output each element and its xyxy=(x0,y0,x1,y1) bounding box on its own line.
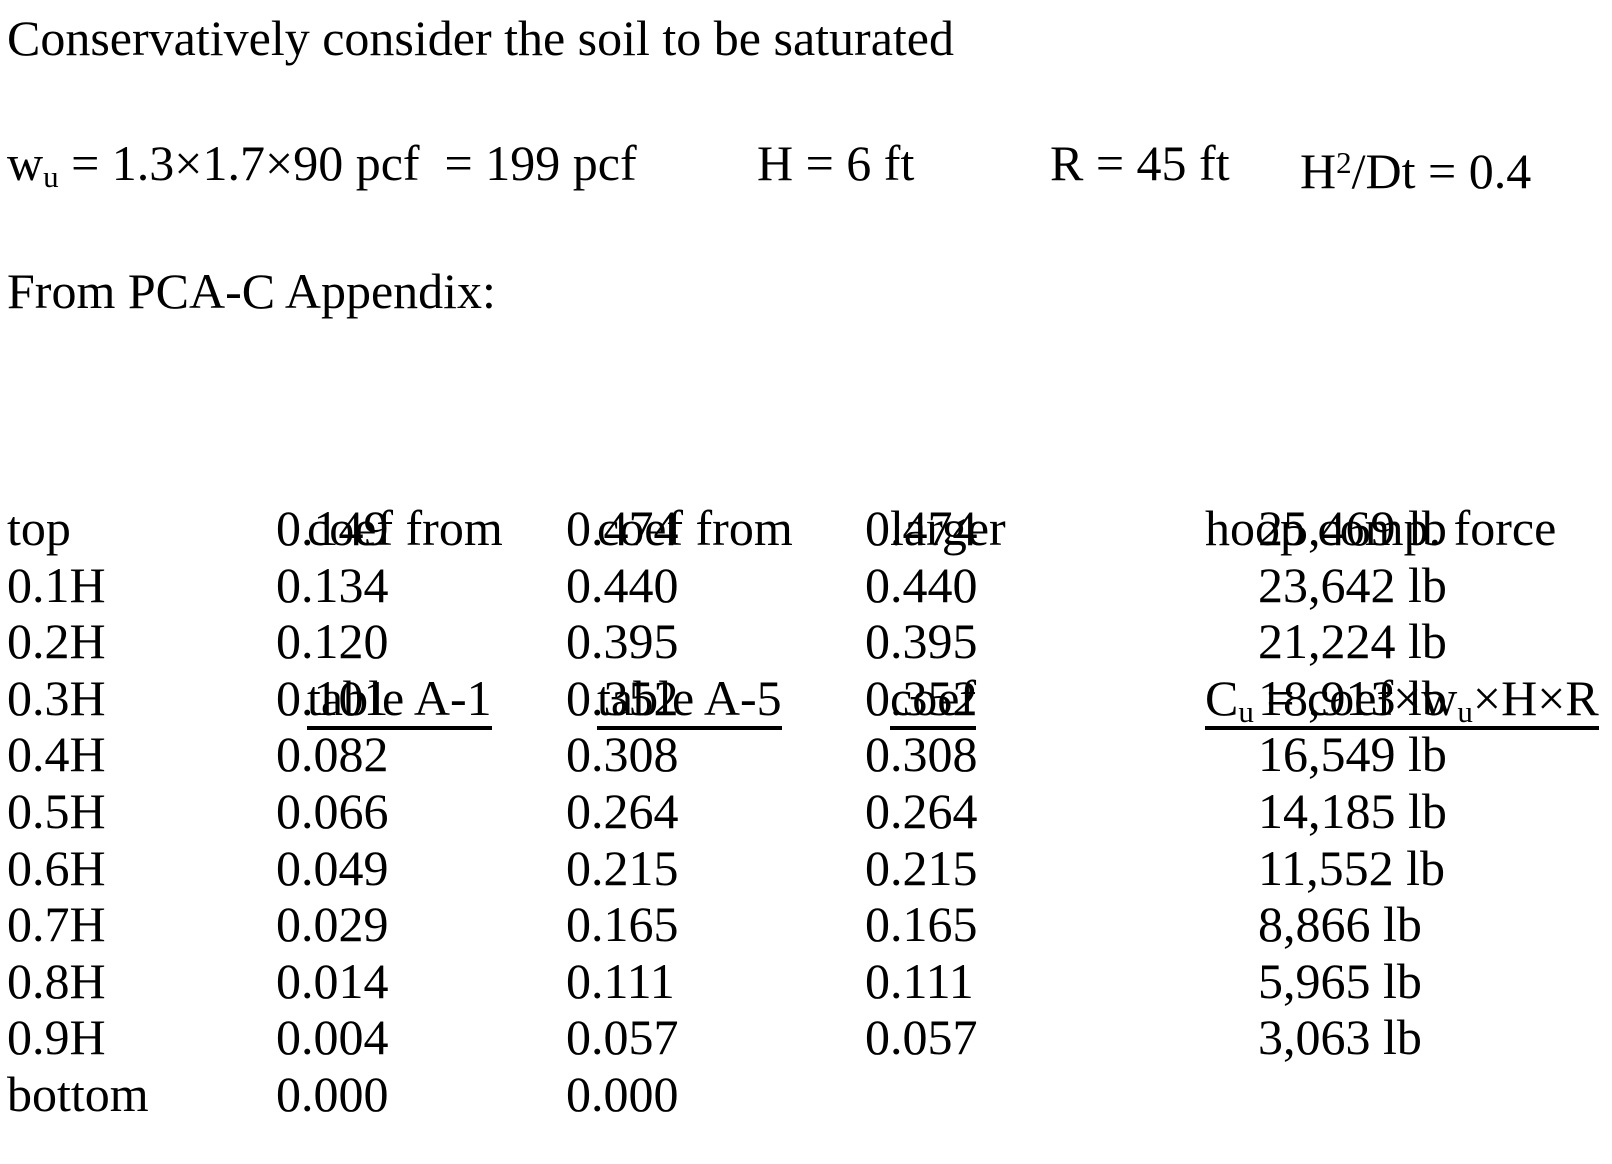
coef-a5-value: 0.264 xyxy=(566,782,679,839)
header-col-table-a1: coef from table A-1 xyxy=(307,387,503,840)
h-value: H = 6 ft xyxy=(757,135,915,191)
header-force-formula: Cu = coef×wu×H×R xyxy=(1205,669,1599,730)
header-a1-line2: table A-1 xyxy=(307,669,492,730)
header-a5-line1: coef from xyxy=(597,500,793,557)
hoop-force-value: 11,552 lb xyxy=(1258,839,1446,896)
hoop-force-value: 25,469 lb xyxy=(1258,500,1447,556)
coef-a1-value: 0.134 xyxy=(276,556,389,613)
hoop-force-value: 8,866 lb xyxy=(1258,896,1422,953)
row-label: 0.3H xyxy=(7,669,106,726)
larger-coef-value: 0.395 xyxy=(865,613,978,670)
row-label: 0.6H xyxy=(7,839,106,896)
formula-tail: ×H×R xyxy=(1472,669,1599,726)
coef-a1-value: 0.149 xyxy=(276,500,389,556)
coef-a5-value: 0.440 xyxy=(566,556,679,613)
hoop-force-value: 18,913 lb xyxy=(1258,669,1447,726)
hoop-force-value: 5,965 lb xyxy=(1258,952,1422,1009)
table-row: 0.2H 0.120 0.395 0.395 21,224 lb xyxy=(0,613,1612,670)
coef-a1-value: 0.101 xyxy=(276,669,389,726)
hoop-force-value: 21,224 lb xyxy=(1258,613,1447,670)
table-row: 0.4H 0.082 0.308 0.308 16,549 lb xyxy=(0,726,1612,783)
larger-coef-value: 0.165 xyxy=(865,896,978,953)
larger-coef-value: 0.440 xyxy=(865,556,978,613)
coef-a1-value: 0.000 xyxy=(276,1065,389,1122)
coef-a5-value: 0.352 xyxy=(566,669,679,726)
larger-coef-value: 0.111 xyxy=(865,952,974,1009)
parameters-line: wu = 1.3×1.7×90 pcf = 199 pcf H = 6 ft R… xyxy=(0,135,1612,199)
larger-coef-value: 0.474 xyxy=(865,500,978,556)
table-row: 0.1H 0.134 0.440 0.440 23,642 lb xyxy=(0,557,1612,614)
coef-a5-value: 0.111 xyxy=(566,952,675,1009)
header-col-hoop-force: hoop comp. force Cu = coef×wu×H×R xyxy=(1205,387,1599,854)
coef-a5-value: 0.474 xyxy=(566,500,679,556)
h-symbol: H xyxy=(1300,142,1337,199)
cu-symbol: C xyxy=(1205,669,1239,726)
wu-equation: wu = 1.3×1.7×90 pcf = 199 pcf xyxy=(7,135,637,205)
coef-a5-value: 0.395 xyxy=(566,613,679,670)
header-larger-line2: coef xyxy=(890,669,977,730)
hoop-force-value: 3,063 lb xyxy=(1258,1009,1422,1066)
r-value: R = 45 ft xyxy=(1050,135,1230,191)
row-label: bottom xyxy=(7,1065,149,1122)
table-row: 0.6H 0.049 0.215 0.215 11,552 lb xyxy=(0,840,1612,897)
row-label: 0.4H xyxy=(7,726,106,783)
row-label: 0.7H xyxy=(7,896,106,953)
header-larger-line1: larger xyxy=(890,500,1006,557)
coef-a1-value: 0.120 xyxy=(276,613,389,670)
table-body: top 0.149 0.474 0.474 25,469 lb 0.1H 0.1… xyxy=(0,500,1612,1123)
coef-a1-value: 0.066 xyxy=(276,782,389,839)
row-label: top xyxy=(7,500,71,556)
coef-a5-value: 0.215 xyxy=(566,839,679,896)
cu-subscript: u xyxy=(1238,693,1254,729)
coef-a5-value: 0.165 xyxy=(566,896,679,953)
wu-equation-rest: = 1.3×1.7×90 pcf = 199 pcf xyxy=(58,135,637,191)
coef-a1-value: 0.049 xyxy=(276,839,389,896)
table-row: top 0.149 0.474 0.474 25,469 lb xyxy=(0,500,1612,557)
coef-a1-value: 0.029 xyxy=(276,896,389,953)
coef-a1-value: 0.014 xyxy=(276,952,389,1009)
formula-wu-subscript: u xyxy=(1457,693,1473,729)
header-a1-line1: coef from xyxy=(307,500,503,557)
larger-coef-value: 0.057 xyxy=(865,1009,978,1066)
h2dt-value: H2/Dt = 0.4 xyxy=(1300,135,1531,199)
row-label: 0.2H xyxy=(7,613,106,670)
coef-a5-value: 0.057 xyxy=(566,1009,679,1066)
table-row: 0.9H 0.004 0.057 0.057 3,063 lb xyxy=(0,1009,1612,1066)
formula-mid: = coef×w xyxy=(1253,669,1458,726)
coef-a5-value: 0.000 xyxy=(566,1065,679,1122)
larger-coef-value: 0.264 xyxy=(865,782,978,839)
table-row: bottom 0.000 0.000 xyxy=(0,1066,1612,1123)
header-force-line1: hoop comp. force xyxy=(1205,500,1557,557)
table-row: 0.3H 0.101 0.352 0.352 18,913 lb xyxy=(0,670,1612,727)
larger-coef-value: 0.308 xyxy=(865,726,978,783)
header-a5-line2: table A-5 xyxy=(597,669,782,730)
table-row: 0.7H 0.029 0.165 0.165 8,866 lb xyxy=(0,896,1612,953)
larger-coef-value: 0.215 xyxy=(865,839,978,896)
coef-a1-value: 0.082 xyxy=(276,726,389,783)
h-superscript: 2 xyxy=(1336,145,1352,180)
header-col-larger-coef: larger coef xyxy=(890,387,1006,840)
appendix-line: From PCA-C Appendix: xyxy=(7,263,496,319)
header-col-table-a5: coef from table A-5 xyxy=(597,387,793,840)
wu-symbol: w xyxy=(7,135,44,191)
table-row: 0.5H 0.066 0.264 0.264 14,185 lb xyxy=(0,783,1612,840)
hoop-force-value: 23,642 lb xyxy=(1258,556,1447,613)
wu-subscript: u xyxy=(43,158,59,194)
row-label: 0.5H xyxy=(7,782,106,839)
row-label: 0.1H xyxy=(7,556,106,613)
statement-line: Conservatively consider the soil to be s… xyxy=(7,10,954,66)
table-row: 0.8H 0.014 0.111 0.111 5,965 lb xyxy=(0,953,1612,1010)
h2dt-rest: /Dt = 0.4 xyxy=(1351,142,1532,199)
coef-a5-value: 0.308 xyxy=(566,726,679,783)
coef-a1-value: 0.004 xyxy=(276,1009,389,1066)
row-label: 0.9H xyxy=(7,1009,106,1066)
row-label: 0.8H xyxy=(7,952,106,1009)
hoop-force-value: 14,185 lb xyxy=(1258,782,1447,839)
larger-coef-value: 0.352 xyxy=(865,669,978,726)
hoop-force-value: 16,549 lb xyxy=(1258,726,1447,783)
